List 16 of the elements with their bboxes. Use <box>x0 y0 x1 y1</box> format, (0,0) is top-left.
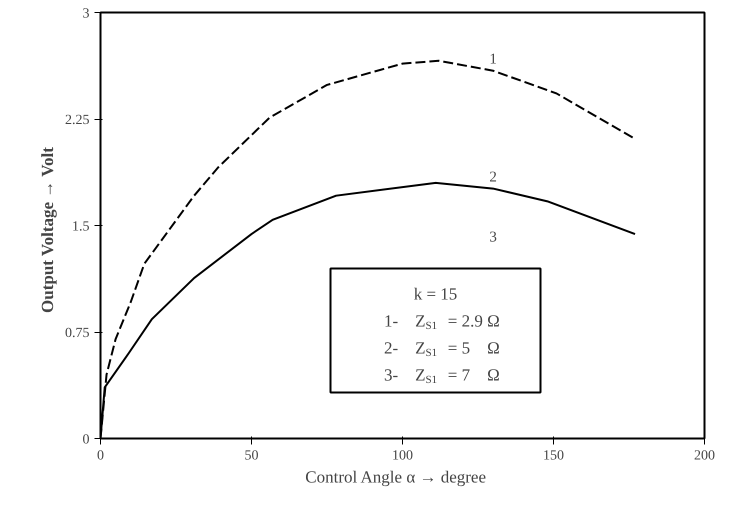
y-tick-label: 0.75 <box>65 326 90 341</box>
annotation: k = 15 <box>414 284 458 304</box>
y-axis-title: Output Voltage → Volt <box>38 146 57 313</box>
x-tick-label: 0 <box>97 448 104 464</box>
x-tick-label: 200 <box>694 448 715 464</box>
y-tick-label: 3 <box>82 6 90 22</box>
y-tick-label: 2.25 <box>65 113 90 128</box>
y-tick-label: 0 <box>82 432 90 448</box>
x-tick-label: 50 <box>244 448 258 464</box>
x-tick-label: 100 <box>392 448 413 464</box>
annotation: 3 <box>489 230 497 246</box>
x-axis-title: Control Angle α → degree <box>305 468 486 486</box>
series-label: 1 <box>489 52 497 68</box>
series-label: 2 <box>489 170 497 186</box>
x-tick-label: 150 <box>543 448 564 464</box>
y-tick-label: 1.5 <box>72 220 90 234</box>
